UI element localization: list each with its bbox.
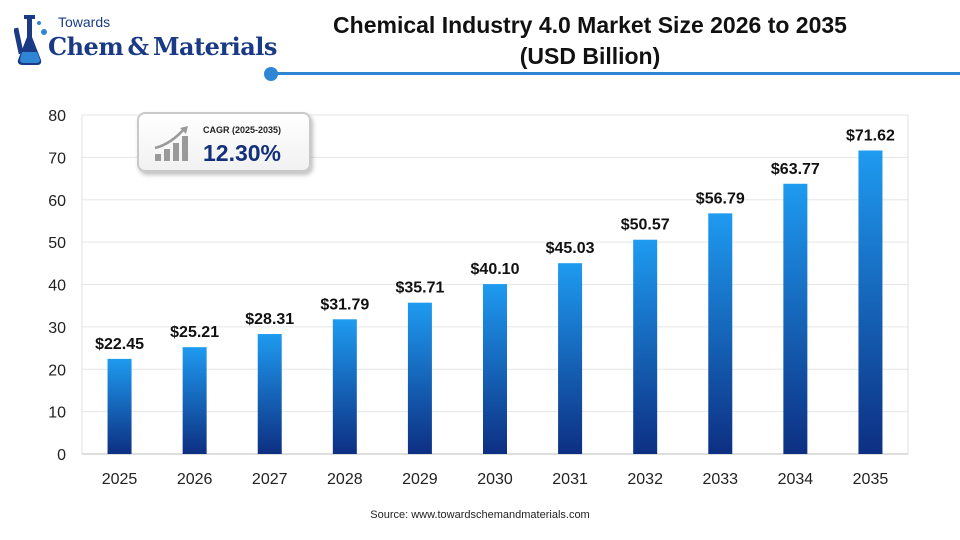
y-tick-label: 60 [48, 193, 66, 210]
bar [633, 239, 658, 454]
bar [708, 213, 733, 454]
x-tick-label: 2034 [778, 471, 814, 488]
bar [332, 319, 357, 454]
y-tick-label: 80 [48, 108, 66, 125]
cagr-callout: CAGR (2025-2035) 12.30% [137, 112, 311, 172]
chart-title-line-1: Chemical Industry 4.0 Market Size 2026 t… [333, 12, 847, 38]
data-label: $31.79 [320, 296, 369, 313]
x-tick-label: 2033 [702, 471, 738, 488]
bar [483, 284, 507, 454]
x-tick-label: 2029 [402, 471, 438, 488]
y-tick-label: 0 [57, 447, 66, 464]
source-note: Source: www.towardschemandmaterials.com [370, 509, 590, 521]
y-tick-label: 30 [48, 320, 66, 337]
x-tick-label: 2031 [552, 471, 588, 488]
flask-icon [14, 15, 47, 65]
data-label: $56.79 [696, 190, 745, 207]
growth-chart-icon [154, 126, 188, 161]
x-tick-label: 2028 [327, 471, 363, 488]
data-label: $63.77 [771, 161, 820, 178]
brand-logo: Towards Chem & Materials [14, 12, 277, 68]
data-label: $22.45 [95, 336, 144, 353]
y-tick-label: 50 [48, 235, 66, 252]
data-label: $45.03 [546, 240, 595, 257]
bar [107, 358, 132, 454]
x-tick-label: 2026 [177, 471, 213, 488]
bar [182, 347, 207, 454]
data-label: $71.62 [846, 128, 895, 145]
data-label: $50.57 [621, 217, 670, 234]
bar [858, 150, 883, 454]
x-tick-label: 2032 [627, 471, 663, 488]
y-tick-label: 40 [48, 278, 66, 295]
data-label: $25.21 [170, 324, 219, 341]
bar [257, 334, 282, 454]
bar [407, 302, 432, 454]
cagr-label: CAGR (2025-2035) [203, 125, 282, 135]
divider-line [272, 72, 960, 75]
y-tick-label: 20 [48, 362, 66, 379]
x-tick-label: 2027 [252, 471, 288, 488]
data-label: $35.71 [395, 280, 444, 297]
data-label: $28.31 [245, 311, 294, 328]
chart-title: Chemical Industry 4.0 Market Size 2026 t… [280, 10, 900, 72]
chart-title-line-2: (USD Billion) [519, 43, 661, 69]
bar [783, 183, 808, 454]
x-tick-label: 2035 [853, 471, 889, 488]
x-tick-label: 2030 [477, 471, 513, 488]
divider-dot [264, 67, 278, 81]
x-tick-label: 2025 [102, 471, 138, 488]
y-tick-label: 10 [48, 405, 66, 422]
logo-top-text: Towards [58, 14, 111, 30]
cagr-value: 12.30% [203, 140, 282, 166]
bar [558, 263, 583, 454]
title-divider [264, 67, 960, 81]
logo-main-text: Chem & Materials [48, 32, 277, 61]
data-label: $40.10 [471, 261, 520, 278]
y-tick-label: 70 [48, 150, 66, 167]
